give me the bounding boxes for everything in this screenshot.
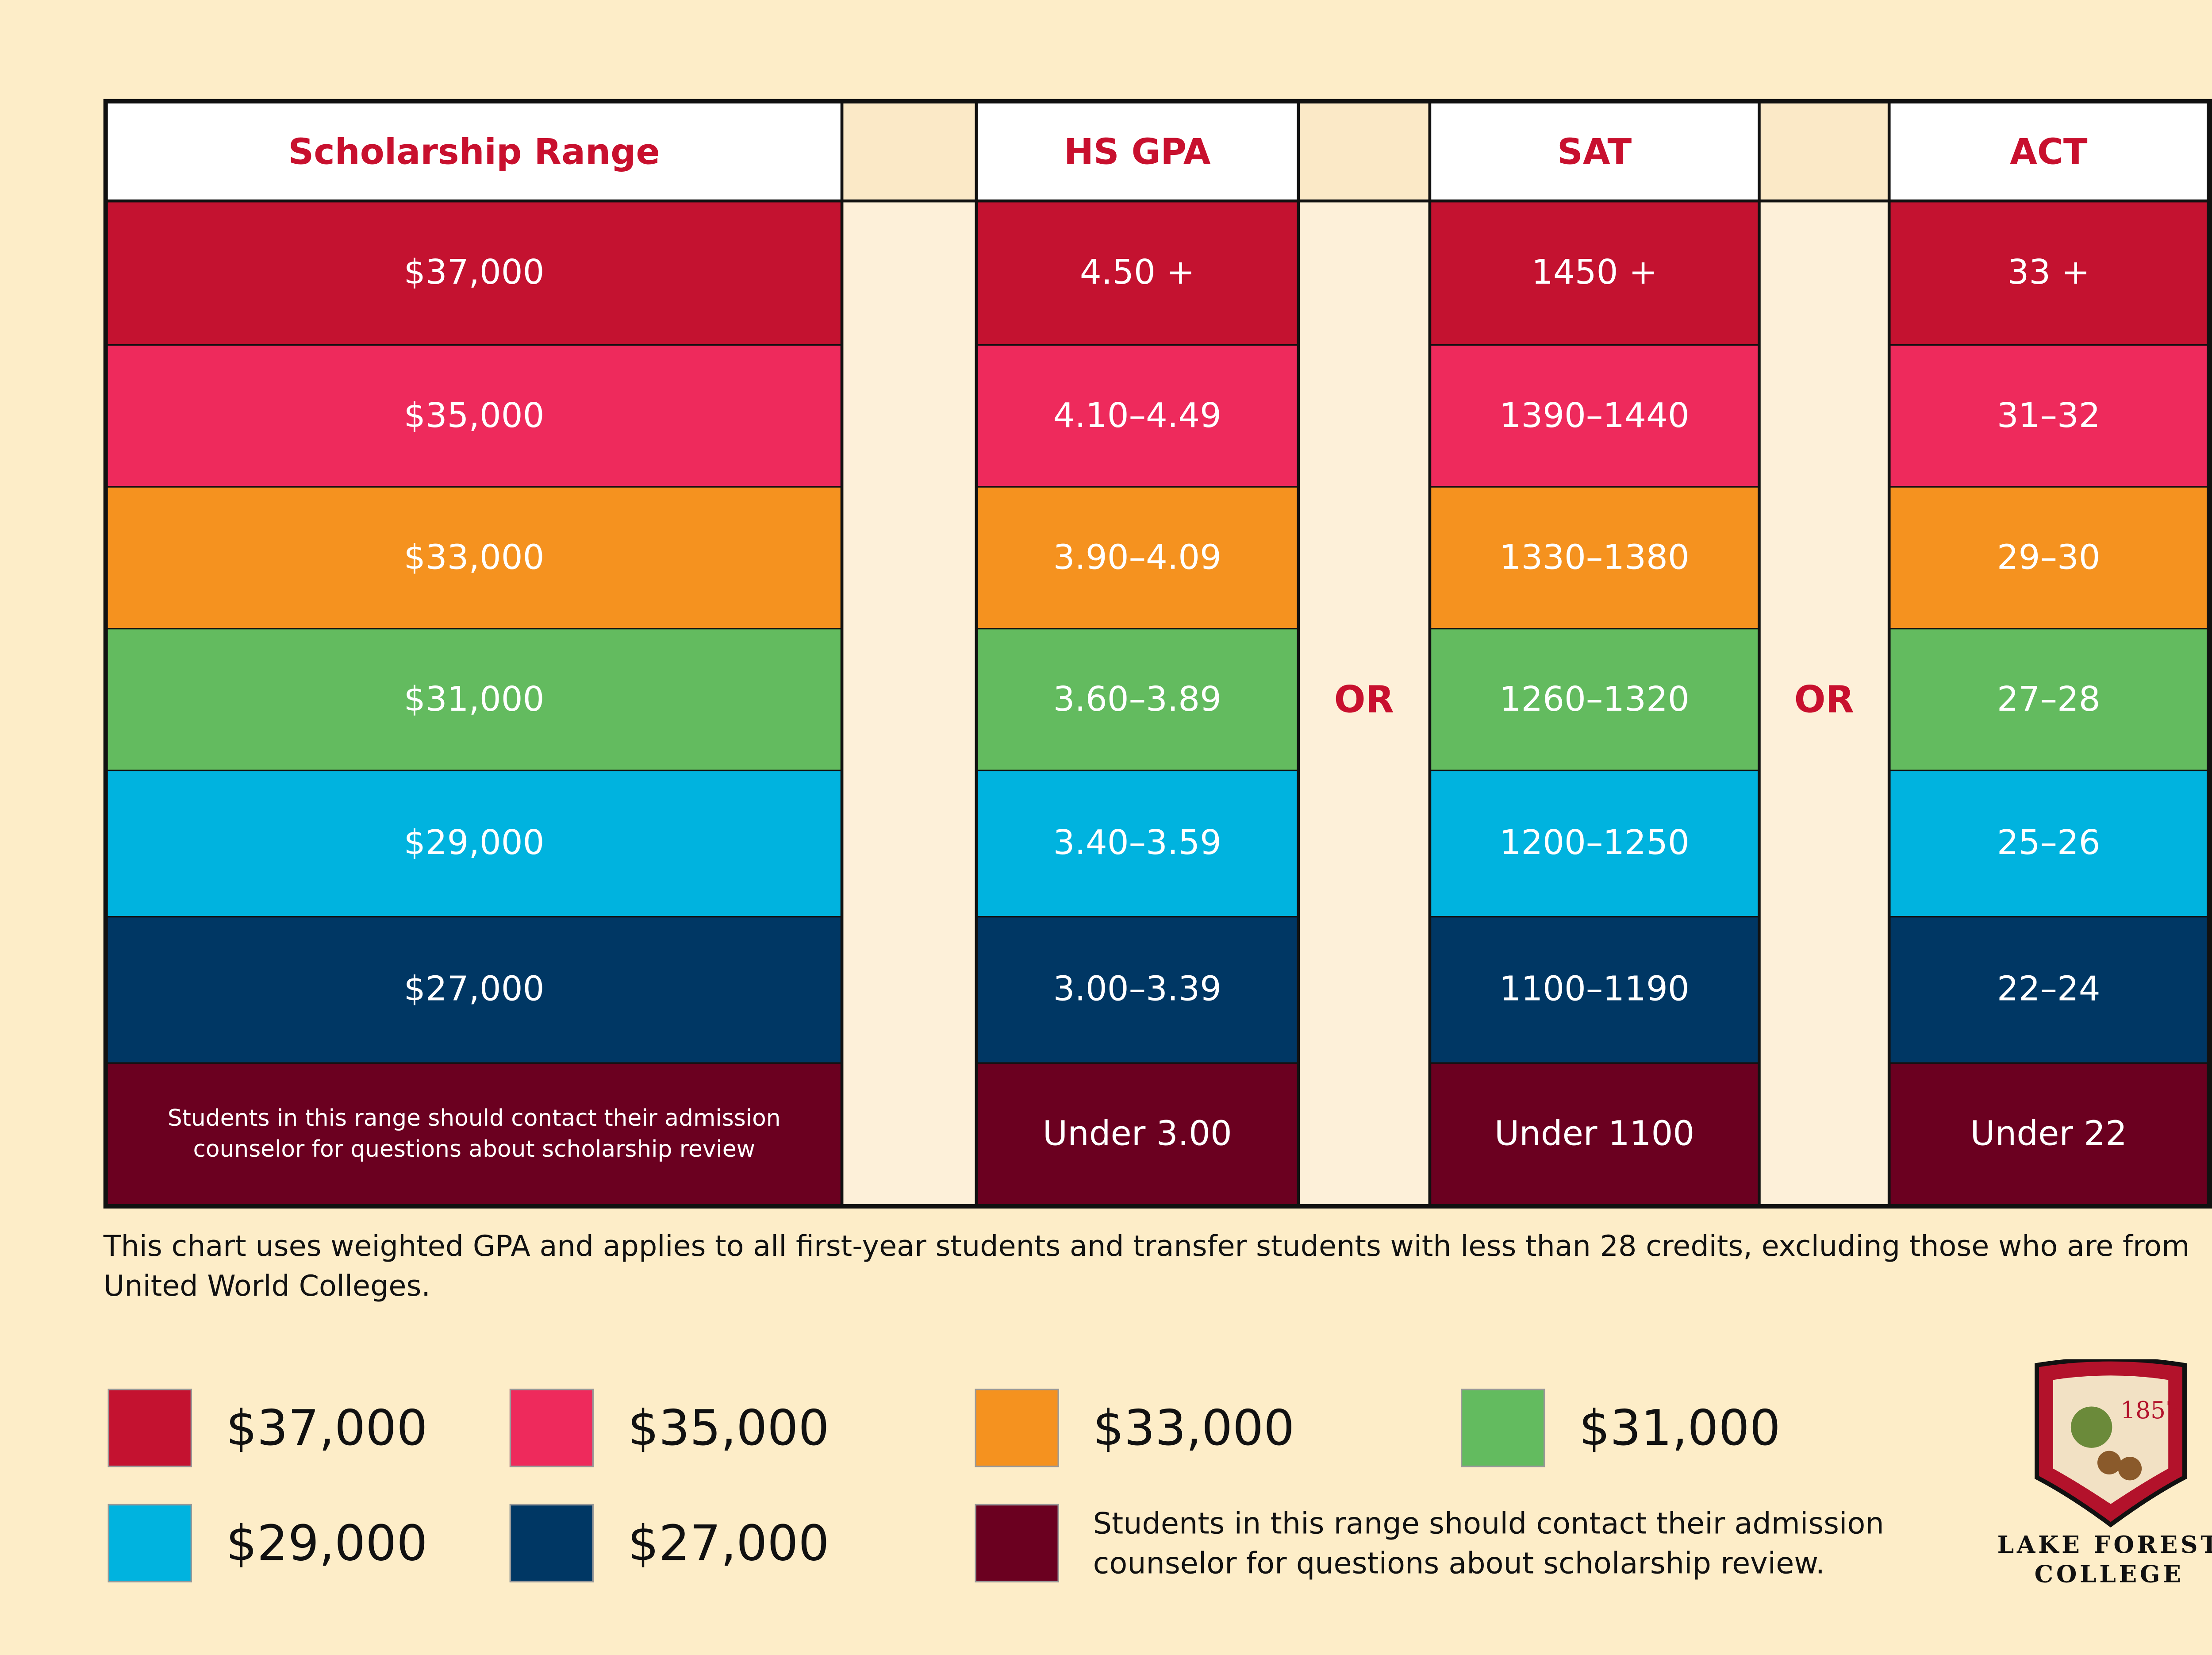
footnote: This chart uses weighted GPA and applies… — [103, 1229, 2190, 1303]
table-cell: 1100–1190 — [1431, 917, 1758, 1062]
table-cell: 3.90–4.09 — [978, 487, 1297, 628]
table-cell: $35,000 — [108, 346, 841, 486]
legend-label: $35,000 — [627, 1399, 830, 1457]
table-cell: Under 3.00 — [978, 1063, 1297, 1205]
table-cell: 22–24 — [1890, 917, 2207, 1062]
table-cell: 4.10–4.49 — [978, 346, 1297, 486]
logo-name: LAKE FOREST COLLEGE — [1997, 1530, 2212, 1589]
table-cell: Under 1100 — [1431, 1063, 1758, 1205]
table-cell: 25–26 — [1890, 771, 2207, 916]
legend-swatch — [509, 1504, 594, 1582]
column-header: HS GPA — [978, 103, 1297, 200]
spacer-header — [843, 103, 975, 200]
table-cell: 33 + — [1890, 202, 2207, 344]
table-cell: 1450 + — [1431, 202, 1758, 344]
spacer-column — [1760, 202, 1888, 1205]
spacer-column — [1300, 202, 1429, 1205]
legend-swatch — [975, 1504, 1059, 1582]
legend-swatch — [1460, 1389, 1545, 1467]
table-cell: 1200–1250 — [1431, 771, 1758, 916]
legend-swatch — [509, 1389, 594, 1467]
table-cell: $27,000 — [108, 917, 841, 1062]
spacer-header — [1300, 103, 1429, 200]
legend-label: $29,000 — [226, 1514, 428, 1572]
table-cell: 31–32 — [1890, 346, 2207, 486]
or-label: OR — [1794, 677, 1854, 720]
column-header: ACT — [1890, 103, 2207, 200]
logo-year: 1857 — [2120, 1396, 2181, 1424]
table-cell: $37,000 — [108, 202, 841, 344]
table-cell: Students in this range should contact th… — [108, 1063, 841, 1205]
table-cell: 4.50 + — [978, 202, 1297, 344]
table-cell: 1330–1380 — [1431, 487, 1758, 628]
legend-swatch — [975, 1389, 1059, 1467]
legend-label: $37,000 — [226, 1399, 428, 1457]
table-cell: 29–30 — [1890, 487, 2207, 628]
or-label: OR — [1334, 677, 1394, 720]
table-cell: $29,000 — [108, 771, 841, 916]
table-cell: 27–28 — [1890, 629, 2207, 770]
legend-label: $27,000 — [627, 1514, 830, 1572]
table-cell: 3.00–3.39 — [978, 917, 1297, 1062]
spacer-header — [1760, 103, 1888, 200]
logo-shield: 1857 — [2035, 1359, 2187, 1528]
legend-swatch — [108, 1504, 192, 1582]
column-header: SAT — [1431, 103, 1758, 200]
table-cell: 3.60–3.89 — [978, 629, 1297, 770]
table-cell: 3.40–3.59 — [978, 771, 1297, 916]
legend-swatch — [108, 1389, 192, 1467]
spacer-column — [843, 202, 975, 1205]
legend-label: Students in this range should contact th… — [1093, 1505, 1884, 1581]
table-cell: 1260–1320 — [1431, 629, 1758, 770]
legend-label: $31,000 — [1579, 1399, 1781, 1457]
table-cell: $31,000 — [108, 629, 841, 770]
table-cell: Under 22 — [1890, 1063, 2207, 1205]
column-header: Scholarship Range — [108, 103, 841, 200]
legend-label: $33,000 — [1093, 1399, 1295, 1457]
table-cell: 1390–1440 — [1431, 346, 1758, 486]
table-cell: $33,000 — [108, 487, 841, 628]
